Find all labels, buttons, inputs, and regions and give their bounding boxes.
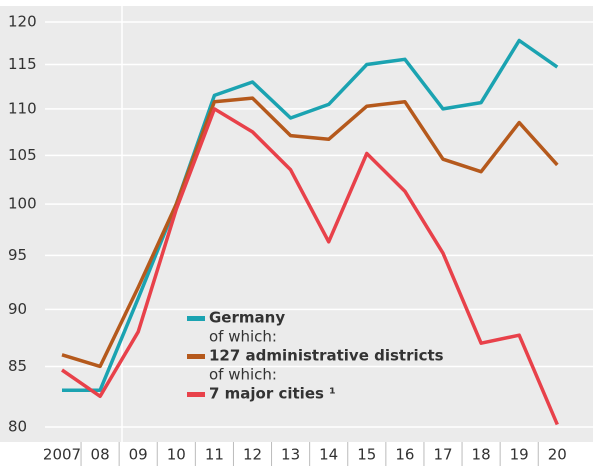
x-tick-label: 09: [129, 446, 148, 464]
x-tick-label: 12: [243, 446, 262, 464]
series-line: [61, 107, 559, 426]
y-tick-label: 100: [8, 195, 37, 213]
plot-background: [0, 6, 593, 442]
y-tick-label: 110: [8, 99, 37, 117]
x-tick-label: 13: [281, 446, 300, 464]
x-tick-label: 20: [548, 446, 567, 464]
legend-label: 7 major cities ¹: [209, 385, 336, 403]
legend-swatch: [187, 354, 205, 359]
legend-note: of which:: [209, 366, 277, 384]
x-tick-label: 14: [319, 446, 338, 464]
x-tick-label: 08: [91, 446, 110, 464]
y-tick-label: 80: [8, 418, 27, 436]
y-tick-label: 105: [8, 146, 37, 164]
x-tick-label: 11: [205, 446, 224, 464]
y-tick-label: 95: [8, 246, 27, 264]
x-tick-label: 17: [433, 446, 452, 464]
series-line: [61, 96, 559, 369]
x-tick-label: 18: [472, 446, 491, 464]
legend-note: of which:: [209, 328, 277, 346]
legend-label: 127 administrative districts: [209, 347, 444, 365]
y-tick-label: 90: [8, 300, 27, 318]
x-tick-label: 10: [167, 446, 186, 464]
x-tick-label: 16: [395, 446, 414, 464]
y-tick-label: 115: [8, 55, 37, 73]
y-tick-label: 120: [8, 13, 37, 31]
y-tick-label: 85: [8, 357, 27, 375]
x-tick-label: 2007: [43, 446, 81, 464]
legend-label: Germany: [209, 309, 285, 327]
series-line: [62, 38, 559, 392]
legend-swatch: [187, 392, 205, 397]
x-tick-label: 15: [357, 446, 376, 464]
x-tick-label: 19: [510, 446, 529, 464]
legend-swatch: [187, 316, 205, 321]
